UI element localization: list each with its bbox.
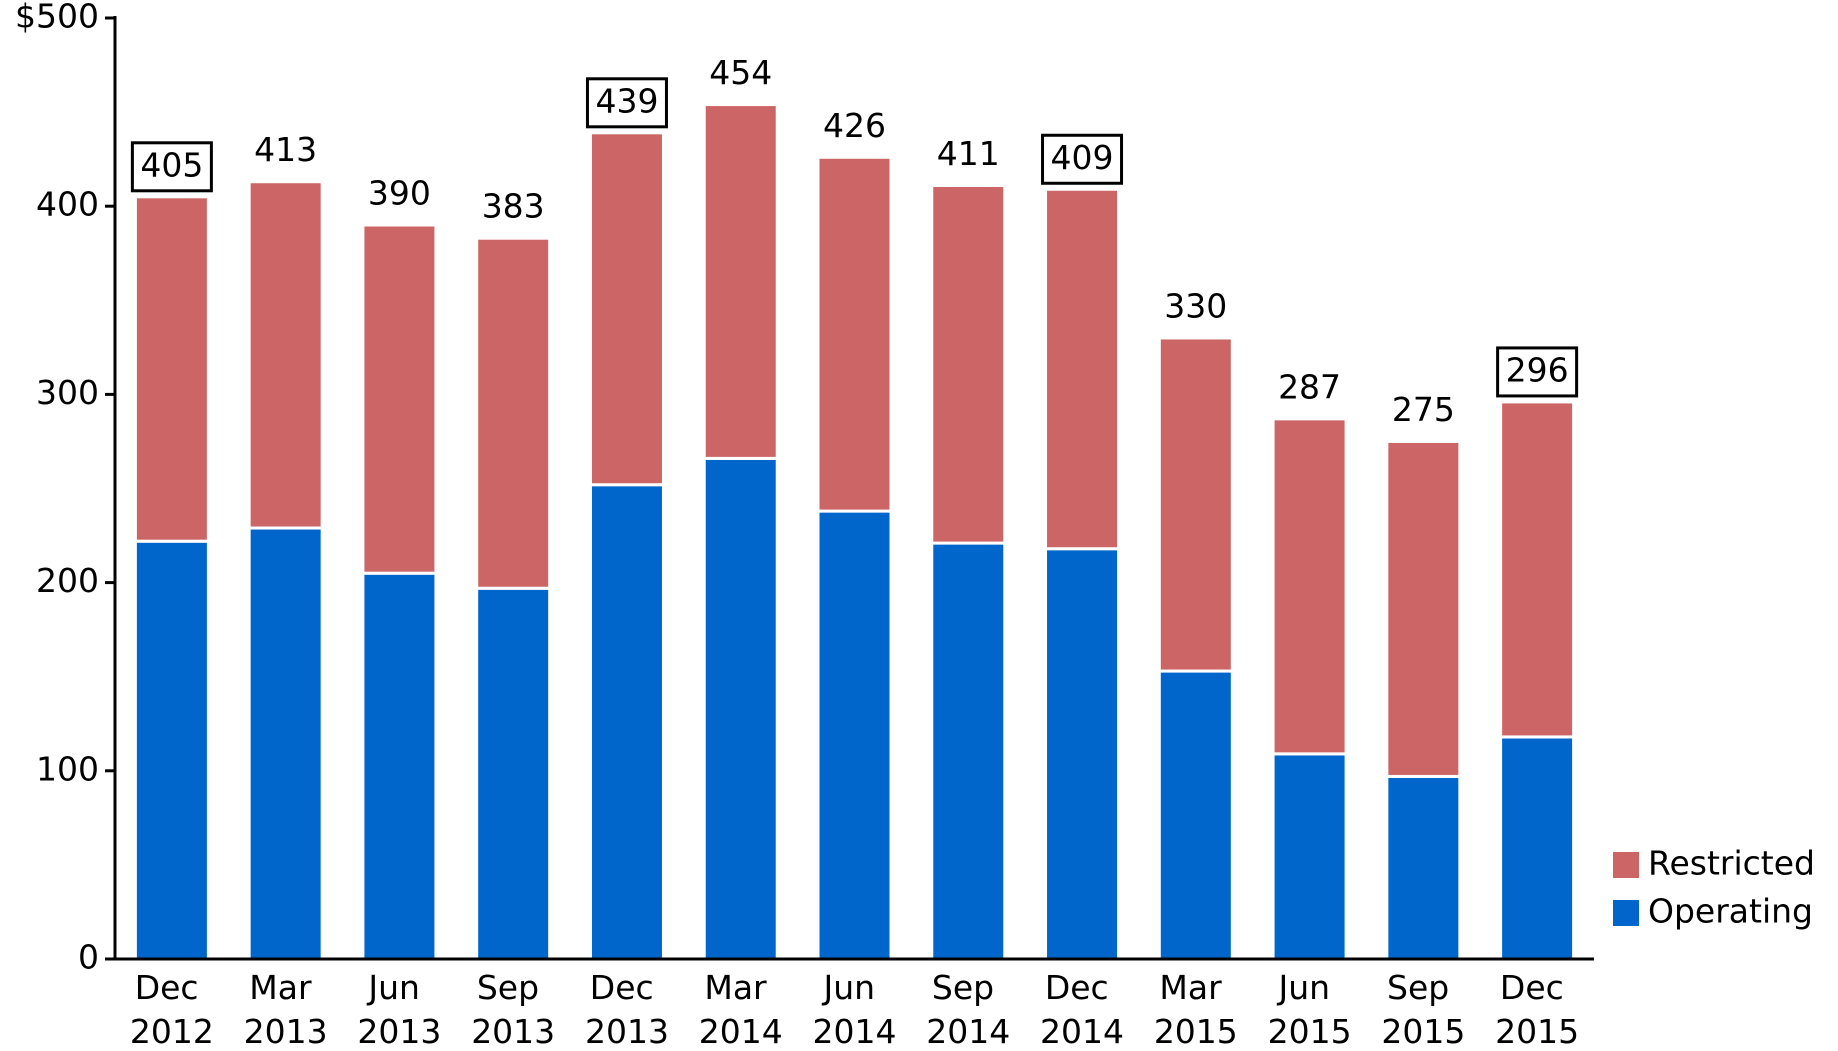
x-tick-label-line: Mar: [249, 968, 322, 1007]
bar-segment: [1385, 439, 1462, 778]
x-tick-label: Jun 2013: [357, 968, 441, 1051]
x-tick-label-line: Dec: [1500, 968, 1574, 1007]
x-tick-label-line: Mar: [1159, 968, 1232, 1007]
total-label: 390: [368, 174, 431, 213]
x-tick-label: Jun 2015: [1268, 968, 1352, 1051]
bar-segment: [816, 155, 893, 513]
legend-swatch: [1613, 852, 1639, 878]
legend-swatch: [1613, 900, 1639, 926]
y-tick-label: 0: [78, 938, 99, 977]
x-tick-label-line: 2014: [1040, 1012, 1124, 1051]
x-tick-label: Dec 2012: [130, 968, 214, 1051]
bar-segment: [1499, 735, 1576, 961]
bar-segment: [133, 539, 210, 961]
total-label: 426: [823, 106, 886, 145]
bar-segment: [475, 586, 552, 961]
total-label: 454: [709, 53, 772, 92]
bar-segment: [1499, 400, 1576, 739]
total-label: 413: [254, 130, 317, 169]
bar-segment: [816, 509, 893, 961]
bar-segment: [1044, 187, 1121, 551]
bar-segment: [930, 541, 1007, 961]
bar-segment: [1271, 417, 1348, 756]
x-tick-label-line: Mar: [704, 968, 777, 1007]
bar-segment: [702, 103, 779, 460]
bar-segment: [1157, 336, 1234, 673]
x-tick-label-line: 2014: [813, 1012, 897, 1051]
total-label: 405: [140, 145, 203, 184]
x-tick-label: Mar 2013: [244, 968, 328, 1051]
x-tick-label-line: Dec: [135, 968, 209, 1007]
x-tick-label-line: Sep: [477, 968, 550, 1007]
bar-segment: [361, 571, 438, 961]
bar-segment: [133, 195, 210, 543]
x-tick-label: Mar 2014: [699, 968, 783, 1051]
x-tick-label-line: Sep: [1387, 968, 1460, 1007]
x-tick-label-line: 2015: [1154, 1012, 1238, 1051]
x-tick-label: Sep 2015: [1381, 968, 1465, 1051]
bar-segment: [1271, 752, 1348, 961]
x-tick-label-line: 2015: [1495, 1012, 1579, 1051]
bar-segment: [247, 180, 324, 530]
y-tick-label: 100: [36, 749, 99, 788]
total-box: [1041, 133, 1124, 185]
x-tick-label-line: Jun: [366, 968, 430, 1007]
total-box: [1496, 346, 1579, 398]
x-tick-label-line: 2013: [357, 1012, 441, 1051]
bar-segment: [361, 223, 438, 575]
x-tick-label-line: Dec: [590, 968, 664, 1007]
total-label: 409: [1051, 138, 1114, 177]
total-box: [130, 141, 213, 193]
bar-segment: [1157, 669, 1234, 961]
y-tick-label: $500: [15, 0, 99, 36]
x-tick-label-line: 2012: [130, 1012, 214, 1051]
bar-segment: [930, 183, 1007, 545]
bar-segment: [588, 131, 665, 487]
bar-segment: [247, 526, 324, 961]
x-tick-label-line: Dec: [1045, 968, 1119, 1007]
x-tick-label: Mar 2015: [1154, 968, 1238, 1051]
x-tick-label-line: 2014: [926, 1012, 1010, 1051]
total-label: 411: [937, 134, 1000, 173]
bar-segment: [475, 236, 552, 590]
total-label: 330: [1164, 286, 1227, 325]
x-tick-label: Sep 2014: [926, 968, 1010, 1051]
x-tick-label-line: 2015: [1381, 1012, 1465, 1051]
x-tick-label-line: 2015: [1268, 1012, 1352, 1051]
x-tick-label: Dec 2013: [585, 968, 669, 1051]
x-tick-label-line: Jun: [1277, 968, 1341, 1007]
x-tick-label-line: 2013: [471, 1012, 555, 1051]
x-tick-label-line: 2013: [244, 1012, 328, 1051]
x-tick-label: Dec 2014: [1040, 968, 1124, 1051]
x-tick-label-line: Sep: [932, 968, 1005, 1007]
x-tick-label: Jun 2014: [813, 968, 897, 1051]
total-label: 287: [1278, 367, 1341, 406]
x-tick-label: Sep 2013: [471, 968, 555, 1051]
legend-label: Operating: [1648, 892, 1813, 931]
y-tick-label: 300: [36, 373, 99, 412]
x-tick-label-line: Jun: [821, 968, 885, 1007]
total-label: 275: [1392, 390, 1455, 429]
bar-segment: [702, 456, 779, 961]
total-box: [585, 77, 668, 129]
y-tick-label: 200: [36, 561, 99, 600]
total-label: 383: [482, 187, 545, 226]
bar-segment: [1044, 547, 1121, 961]
bar-segment: [1385, 774, 1462, 961]
bar-segment: [588, 483, 665, 961]
x-tick-label: Dec 2015: [1495, 968, 1579, 1051]
x-tick-label-line: 2014: [699, 1012, 783, 1051]
x-tick-label-line: 2013: [585, 1012, 669, 1051]
total-label: 439: [595, 81, 658, 120]
total-label: 296: [1506, 350, 1569, 389]
legend-label: Restricted: [1648, 844, 1815, 883]
y-tick-label: 400: [36, 185, 99, 224]
